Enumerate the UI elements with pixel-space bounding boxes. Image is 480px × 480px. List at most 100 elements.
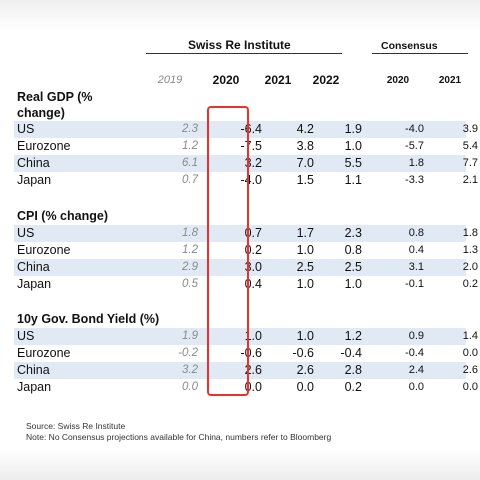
consensus-2020: 0.9	[408, 330, 424, 342]
consensus-2020: 0.8	[408, 227, 424, 239]
consensus-2021: 5.4	[462, 140, 478, 152]
consensus-header: Consensus	[381, 40, 438, 52]
row-label: China	[17, 363, 50, 377]
value-2021: 1.0	[296, 329, 314, 343]
consensus-2020: -5.7	[405, 140, 424, 152]
top-background-fade	[0, 0, 480, 30]
consensus-2021: 3.9	[462, 123, 478, 135]
value-2021: 1.0	[296, 243, 314, 257]
row-label: US	[17, 122, 35, 136]
row-label: Japan	[17, 277, 52, 291]
value-2019: 2.9	[182, 261, 198, 273]
value-2020: -7.5	[240, 139, 262, 153]
consensus-2020: -4.0	[405, 123, 424, 135]
value-2019: 1.2	[182, 244, 198, 256]
value-2019: 0.0	[182, 381, 198, 393]
value-2021: 1.7	[296, 226, 314, 240]
table-row: China 2.9 3.0 2.5 2.5 3.1 2.0	[14, 259, 478, 276]
consensus-2021: 0.2	[462, 278, 478, 290]
value-2021: -0.6	[292, 346, 314, 360]
value-2022: 2.3	[344, 226, 362, 240]
value-2019: 0.7	[182, 174, 198, 186]
consensus-2021-header: 2021	[438, 75, 462, 86]
value-2022: 5.5	[344, 156, 362, 170]
consensus-2021: 2.1	[462, 174, 478, 186]
consensus-2021: 2.6	[462, 364, 478, 376]
table-row: Eurozone -0.2 -0.6 -0.6 -0.4 -0.4 0.0	[14, 345, 478, 362]
value-2019: 1.8	[182, 227, 198, 239]
swiss-re-header-rule	[146, 53, 342, 54]
value-2020: -4.0	[240, 173, 262, 187]
consensus-2020: 0.4	[408, 244, 424, 256]
value-2019: 2.3	[182, 123, 198, 135]
consensus-2020-header: 2020	[386, 75, 410, 86]
consensus-2021: 1.4	[462, 330, 478, 342]
row-label: Eurozone	[17, 139, 71, 153]
consensus-2021: 1.3	[462, 244, 478, 256]
consensus-2020: 2.4	[408, 364, 424, 376]
value-2021: 1.0	[296, 277, 314, 291]
consensus-2020: -3.3	[405, 174, 424, 186]
consensus-note: Note: No Consensus projections available…	[26, 432, 332, 442]
table-row: Eurozone 1.2 0.2 1.0 0.8 0.4 1.3	[14, 242, 478, 259]
table-row: Eurozone 1.2 -7.5 3.8 1.0 -5.7 5.4	[14, 138, 478, 155]
table-row: US 1.9 1.0 1.0 1.2 0.9 1.4	[14, 328, 478, 345]
section-title-bond-yield: 10y Gov. Bond Yield (%)	[17, 312, 160, 326]
value-2022: 1.9	[344, 122, 362, 136]
section-title-line1: Real GDP (%	[17, 90, 93, 104]
consensus-2020: -0.1	[405, 278, 424, 290]
year-2022-header: 2022	[312, 73, 340, 87]
value-2020: -0.6	[240, 346, 262, 360]
value-2019: 1.2	[182, 140, 198, 152]
table-row: China 3.2 2.6 2.6 2.8 2.4 2.6	[14, 362, 478, 379]
value-2022: 1.0	[344, 277, 362, 291]
row-label: US	[17, 226, 35, 240]
section-title-real-gdp: Real GDP (% change)	[17, 89, 93, 121]
year-2020-header: 2020	[212, 73, 240, 87]
value-2022: 1.2	[344, 329, 362, 343]
year-2019-header: 2019	[157, 74, 183, 86]
value-2022: -0.4	[340, 346, 362, 360]
consensus-2020: 3.1	[408, 261, 424, 273]
row-label: China	[17, 260, 50, 274]
consensus-2021: 2.0	[462, 261, 478, 273]
consensus-2021: 7.7	[462, 157, 478, 169]
value-2021: 0.0	[296, 380, 314, 394]
consensus-2021: 0.0	[462, 347, 478, 359]
value-2022: 2.5	[344, 260, 362, 274]
value-2021: 2.5	[296, 260, 314, 274]
table-row: Japan 0.7 -4.0 1.5 1.1 -3.3 2.1	[14, 172, 478, 189]
consensus-2020: 0.0	[408, 381, 424, 393]
value-2019: -0.2	[178, 347, 198, 359]
row-label: Japan	[17, 380, 52, 394]
value-2019: 6.1	[182, 157, 198, 169]
value-2019: 3.2	[182, 364, 198, 376]
consensus-2020: -0.4	[405, 347, 424, 359]
value-2021: 2.6	[296, 363, 314, 377]
value-2021: 7.0	[296, 156, 314, 170]
row-label: Eurozone	[17, 346, 71, 360]
source-note: Source: Swiss Re Institute	[26, 421, 126, 431]
value-2022: 1.1	[344, 173, 362, 187]
consensus-header-rule	[372, 53, 468, 54]
consensus-2021: 0.0	[462, 381, 478, 393]
value-2022: 2.8	[344, 363, 362, 377]
value-2022: 0.8	[344, 243, 362, 257]
value-2021: 3.8	[296, 139, 314, 153]
highlight-box-2020	[207, 106, 249, 396]
table-row: US 2.3 -6.4 4.2 1.9 -4.0 3.9	[14, 121, 478, 138]
value-2022: 0.2	[344, 380, 362, 394]
value-2019: 1.9	[182, 330, 198, 342]
swiss-re-header: Swiss Re Institute	[188, 38, 291, 52]
value-2022: 1.0	[344, 139, 362, 153]
section-title-line2: change)	[17, 106, 65, 120]
row-label: Japan	[17, 173, 52, 187]
row-label: Eurozone	[17, 243, 71, 257]
consensus-2020: 1.8	[408, 157, 424, 169]
row-label: China	[17, 156, 50, 170]
year-2021-header: 2021	[264, 73, 292, 87]
value-2019: 0.5	[182, 278, 198, 290]
consensus-2021: 1.8	[462, 227, 478, 239]
row-label: US	[17, 329, 35, 343]
value-2021: 1.5	[296, 173, 314, 187]
